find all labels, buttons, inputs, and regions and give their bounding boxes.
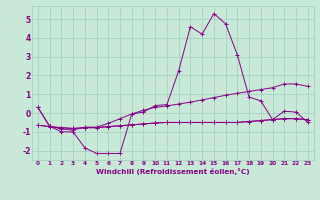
X-axis label: Windchill (Refroidissement éolien,°C): Windchill (Refroidissement éolien,°C) xyxy=(96,168,250,175)
